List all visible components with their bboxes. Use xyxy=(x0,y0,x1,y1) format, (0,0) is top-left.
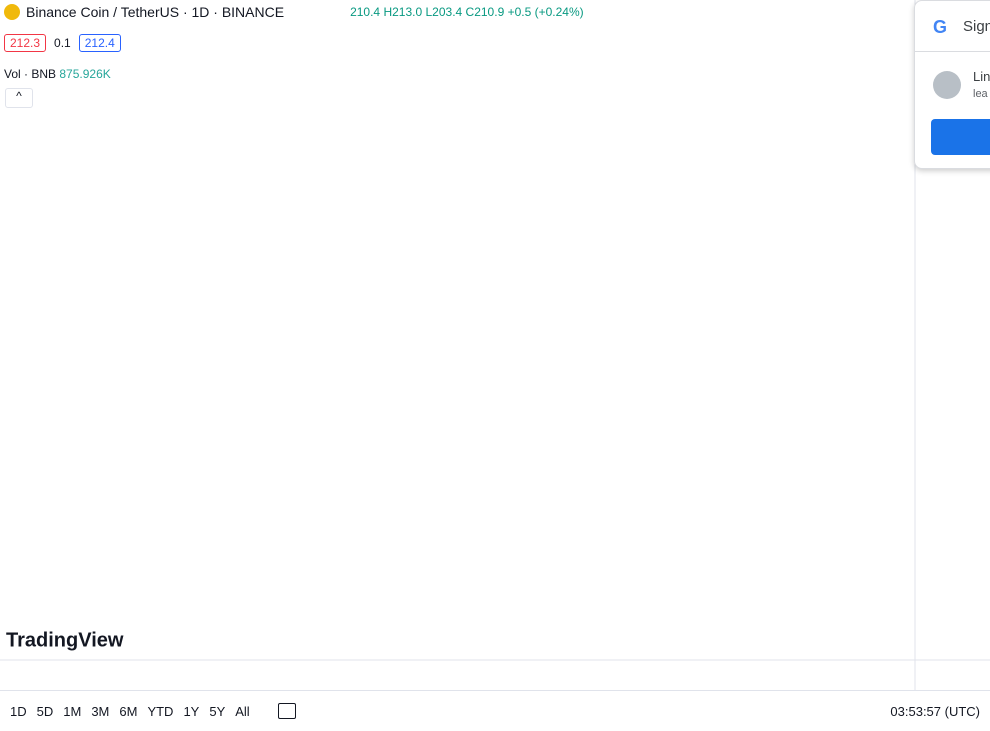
account-name: Lin xyxy=(973,69,990,84)
account-sub: lea xyxy=(973,88,988,100)
volume-value: 875.926K xyxy=(59,67,111,81)
ohlc: 210.4 H213.0 L203.4 C210.9 +0.5 (+0.24%) xyxy=(350,5,584,19)
range-button[interactable]: YTD xyxy=(147,703,174,719)
google-icon: G xyxy=(933,17,948,37)
range-button[interactable]: 6M xyxy=(119,703,138,719)
chart: TradingView xyxy=(0,0,990,690)
symbol: Binance Coin / TetherUS · 1D · BINANCE xyxy=(26,4,285,20)
range-button[interactable]: 1Y xyxy=(183,703,200,719)
coin-icon xyxy=(4,4,20,20)
close: C210.9 xyxy=(465,5,505,19)
bottom-toolbar: 1D 5D 1M 3M 6M YTD 1Y 5Y All 03:53:57 (UTC) xyxy=(0,690,990,731)
date-range-icon[interactable] xyxy=(277,703,296,719)
range-button[interactable]: All xyxy=(235,703,250,719)
range-button[interactable]: 1D xyxy=(10,703,27,719)
avatar xyxy=(933,71,961,99)
buy-price[interactable]: 212.4 xyxy=(78,34,121,52)
high: H213.0 xyxy=(383,5,423,19)
trade-boxes: 212.3 0.1 212.4 xyxy=(4,34,121,52)
sell-price[interactable]: 212.3 xyxy=(4,34,47,52)
logo: TradingView xyxy=(6,629,124,651)
range-button[interactable]: 5D xyxy=(36,703,54,719)
change: +0.5 (+0.24%) xyxy=(507,5,584,19)
low: L203.4 xyxy=(425,5,463,19)
spread: 0.1 xyxy=(54,36,71,50)
volume-legend: Vol · BNB 875.926K xyxy=(4,67,111,81)
signin-popup: G Sign Lin lea xyxy=(914,0,990,169)
legend-header: Binance Coin / TetherUS · 1D · BINANCE 2… xyxy=(0,4,584,20)
range-button[interactable]: 1M xyxy=(63,703,82,719)
range-button[interactable]: 3M xyxy=(91,703,110,719)
continue-button[interactable] xyxy=(931,119,990,155)
volume-title: Vol · BNB xyxy=(4,67,57,81)
popup-title: Sign xyxy=(963,18,990,35)
open: 210.4 xyxy=(350,5,381,19)
collapse-button[interactable]: ^ xyxy=(5,88,33,108)
divider xyxy=(915,51,990,52)
range-button[interactable]: 5Y xyxy=(209,703,226,719)
clock[interactable]: 03:53:57 (UTC) xyxy=(890,703,980,719)
